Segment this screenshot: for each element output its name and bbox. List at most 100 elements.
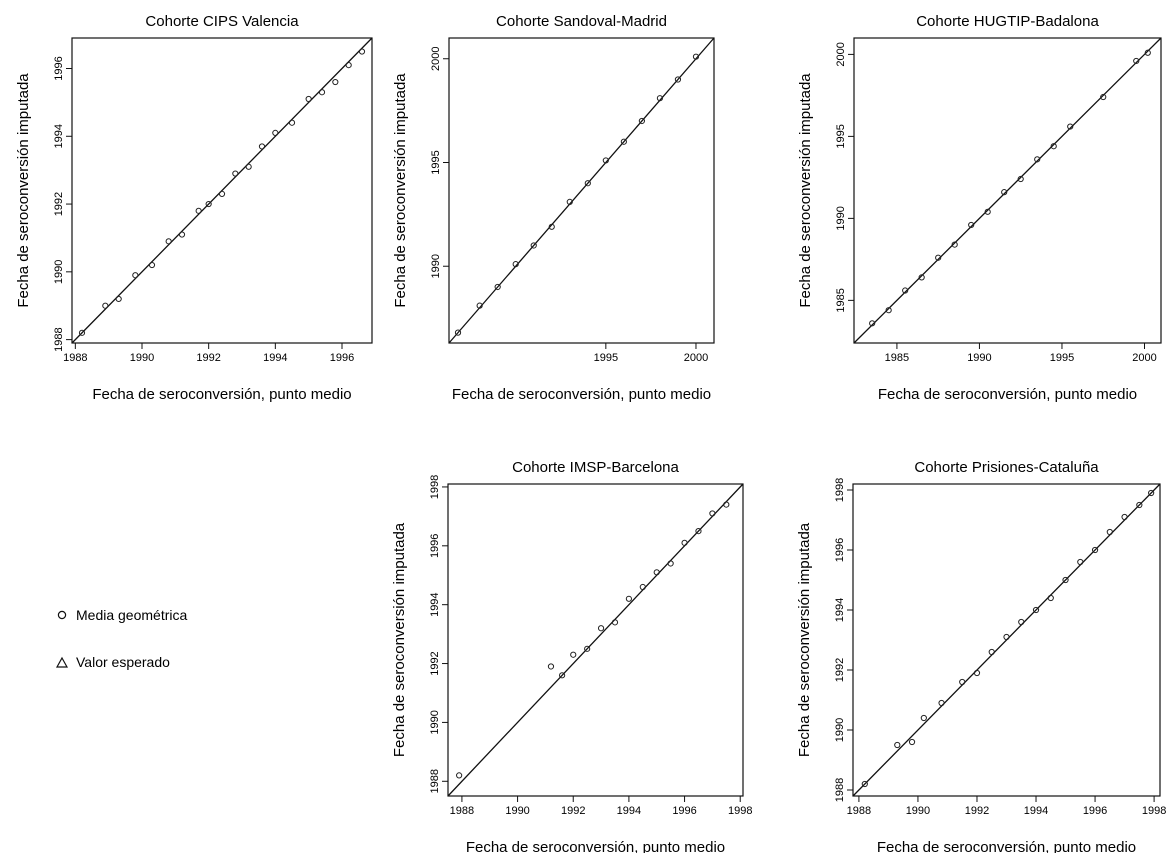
data-point: [968, 221, 975, 229]
data-point: [584, 645, 591, 652]
data-point: [272, 129, 279, 136]
y-tick-label: 1994: [834, 598, 846, 622]
x-tick-label: 1992: [196, 352, 220, 364]
x-tick-label: 1994: [617, 805, 641, 817]
y-tick-label: 1988: [429, 769, 441, 793]
data-point: [656, 95, 664, 102]
data-point: [869, 320, 876, 327]
data-point: [1091, 546, 1099, 554]
data-point: [288, 119, 296, 126]
y-tick-label: 1990: [429, 710, 441, 734]
plot-frame: [71, 37, 373, 344]
data-point: [102, 302, 109, 309]
data-point: [218, 190, 226, 197]
data-point: [908, 738, 916, 746]
x-tick-label: 1998: [1142, 805, 1166, 817]
y-tick-label: 1998: [429, 475, 441, 499]
data-point: [709, 510, 716, 517]
data-point: [1148, 489, 1155, 497]
data-point: [559, 672, 566, 679]
y-tick-label: 1992: [53, 192, 65, 216]
x-axis-label: Fecha de seroconversión, punto medio: [452, 386, 711, 403]
data-point: [258, 143, 266, 150]
data-point: [454, 329, 462, 336]
x-tick-label: 1995: [594, 352, 618, 364]
chart-panel-3: Cohorte HUGTIP-Badalona 1985 1990 1995 2000 1…: [797, 13, 1162, 403]
y-axis-label: Fecha de seroconversión imputada: [797, 73, 814, 308]
x-tick-label: 1988: [847, 805, 871, 817]
y-tick-label: 1990: [53, 260, 65, 284]
y-tick-label: 1990: [430, 254, 442, 278]
data-point: [345, 62, 352, 69]
x-tick-label: 1990: [505, 805, 529, 817]
chart-title: Cohorte Prisiones-Cataluña: [914, 459, 1099, 476]
data-point: [894, 741, 901, 749]
x-tick-label: 2000: [684, 352, 708, 364]
data-point: [723, 501, 730, 508]
y-tick-label: 1990: [834, 718, 846, 742]
x-tick-label: 1990: [906, 805, 930, 817]
chart-title: Cohorte CIPS Valencia: [145, 13, 299, 30]
x-tick-label: 1990: [967, 352, 991, 364]
data-point: [1077, 558, 1084, 566]
data-point: [1106, 528, 1113, 536]
data-point: [920, 714, 927, 722]
data-point: [1067, 123, 1074, 130]
data-point: [1050, 143, 1057, 150]
data-point: [1001, 189, 1008, 196]
data-point: [1018, 618, 1025, 626]
chart-title: Cohorte HUGTIP-Badalona: [916, 13, 1099, 30]
data-point: [885, 307, 892, 314]
data-point: [305, 95, 312, 103]
data-point: [205, 200, 212, 208]
data-point: [1017, 175, 1024, 183]
data-point: [476, 302, 483, 309]
data-point: [584, 180, 591, 187]
data-point: [602, 157, 609, 164]
y-tick-label: 1992: [429, 651, 441, 675]
x-tick-label: 1988: [450, 805, 474, 817]
triangle-icon: [55, 656, 69, 668]
data-point: [1032, 606, 1040, 614]
legend-label-media: Media geométrica: [76, 607, 187, 623]
circle-icon: [57, 610, 67, 620]
y-tick-label: 1995: [430, 150, 442, 174]
data-point: [620, 138, 627, 145]
chart-panel-5: Cohorte Prisiones-Cataluña 1988 1990 1992 19…: [796, 459, 1166, 853]
data-point: [902, 287, 909, 294]
data-point: [512, 261, 519, 268]
data-point: [667, 560, 674, 567]
data-point: [318, 89, 326, 96]
x-axis-label: Fecha de seroconversión, punto medio: [466, 839, 725, 853]
x-tick-label: 1994: [263, 352, 287, 364]
x-tick-label: 1994: [1024, 805, 1048, 817]
y-tick-label: 1990: [835, 206, 847, 230]
data-point: [178, 231, 186, 238]
legend: Media geométrica Valor esperado: [55, 607, 187, 670]
data-point: [566, 198, 573, 206]
data-point: [638, 117, 645, 125]
data-point: [597, 625, 605, 632]
y-axis-label: Fecha de seroconversión imputada: [391, 522, 408, 757]
data-point: [547, 663, 555, 670]
data-point: [1003, 633, 1010, 641]
data-point: [1062, 576, 1069, 584]
data-point: [973, 669, 981, 677]
y-tick-label: 1992: [834, 658, 846, 682]
chart-title: Cohorte Sandoval-Madrid: [496, 13, 667, 30]
data-point: [951, 241, 958, 248]
data-point: [1136, 501, 1143, 509]
data-point: [78, 329, 86, 336]
data-point: [1100, 93, 1107, 101]
data-point: [165, 238, 172, 245]
y-tick-label: 1985: [835, 288, 847, 312]
x-tick-label: 1992: [561, 805, 585, 817]
chart-panel-1: Cohorte CIPS Valencia 1988 1990 1992 1994 199…: [15, 13, 373, 403]
data-point: [653, 569, 660, 576]
x-axis-label: Fecha de seroconversión, punto medio: [877, 839, 1136, 853]
y-tick-label: 2000: [835, 42, 847, 66]
reference-line: [853, 37, 1162, 344]
plot-frame: [852, 483, 1161, 797]
data-point: [692, 53, 700, 60]
